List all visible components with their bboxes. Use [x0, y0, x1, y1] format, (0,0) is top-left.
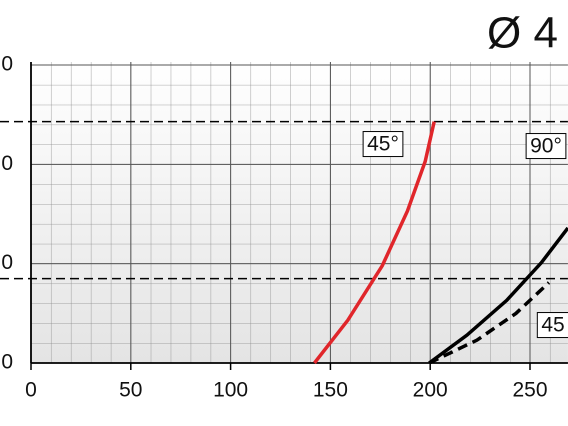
- series-label: 45°: [367, 133, 399, 156]
- x-tick-label: 150: [313, 379, 348, 402]
- y-tick-label: 0: [1, 351, 13, 374]
- series-label-box: [536, 312, 568, 339]
- series-label: 45: [541, 314, 564, 337]
- x-tick-label: 50: [119, 379, 142, 402]
- y-tick-label: 0: [1, 152, 13, 175]
- x-tick-label: 200: [413, 379, 448, 402]
- x-tick-label: 100: [213, 379, 248, 402]
- x-tick-label: 0: [25, 379, 37, 402]
- series-line: [428, 226, 568, 364]
- y-tick-label: 0: [1, 251, 13, 274]
- y-tick-label: 0: [1, 53, 13, 76]
- series-label: 90°: [530, 135, 562, 158]
- series-line: [313, 121, 436, 364]
- chart-title: Ø 4: [487, 9, 558, 58]
- minor-grid: [31, 62, 568, 363]
- series-label-box: [362, 131, 404, 158]
- x-tick-label: 250: [512, 379, 547, 402]
- series-label-box: [525, 133, 567, 160]
